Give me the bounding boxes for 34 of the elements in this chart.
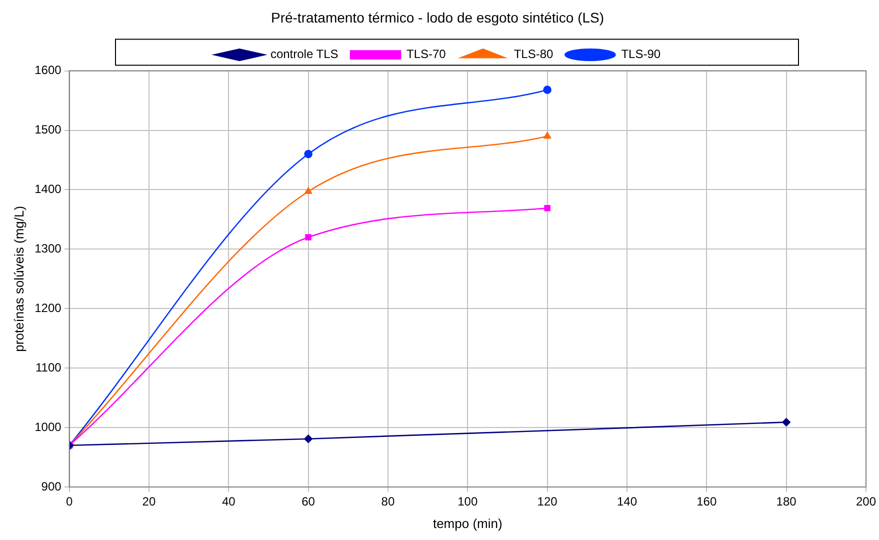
y-tick-label: 1500 xyxy=(34,122,62,137)
legend-label: TLS-70 xyxy=(406,47,446,62)
x-tick-label: 140 xyxy=(616,494,638,509)
y-tick-label: 1000 xyxy=(34,420,62,434)
point xyxy=(543,86,552,94)
point xyxy=(304,434,312,443)
y-tick-label: 1200 xyxy=(34,300,62,315)
point xyxy=(544,132,551,139)
point xyxy=(544,205,550,212)
legend-label: TLS-90 xyxy=(621,47,661,62)
point xyxy=(304,187,312,194)
legend-label: controle TLS xyxy=(270,47,338,62)
x-tick-label: 40 xyxy=(222,494,236,509)
y-axis-title: proteínas solúveis (mg/L) xyxy=(11,206,26,352)
y-tick-label: 1300 xyxy=(34,241,62,256)
y-tick-label: 1400 xyxy=(34,182,62,196)
x-tick-label: 120 xyxy=(537,494,558,509)
x-tick-label: 60 xyxy=(302,494,316,509)
x-tick-label: 180 xyxy=(776,494,797,509)
x-axis-title: tempo (min) xyxy=(432,516,502,531)
x-tick-label: 100 xyxy=(458,494,478,509)
point xyxy=(304,150,312,158)
point xyxy=(782,418,790,426)
y-tick-label: 1100 xyxy=(35,360,62,374)
legend-label: TLS-80 xyxy=(514,47,554,62)
x-tick-label: 200 xyxy=(856,494,876,509)
y-tick-label: 1600 xyxy=(34,63,62,78)
y-tick-label: 900 xyxy=(41,479,62,494)
x-tick-label: 160 xyxy=(696,494,717,509)
chart-title: Pré-tratamento térmico - lodo de esgoto sintético (LS) xyxy=(270,9,604,26)
x-tick-label: 20 xyxy=(142,494,156,509)
x-tick-label: 0 xyxy=(66,494,73,509)
x-tick-label: 80 xyxy=(381,494,395,509)
point xyxy=(305,234,312,240)
